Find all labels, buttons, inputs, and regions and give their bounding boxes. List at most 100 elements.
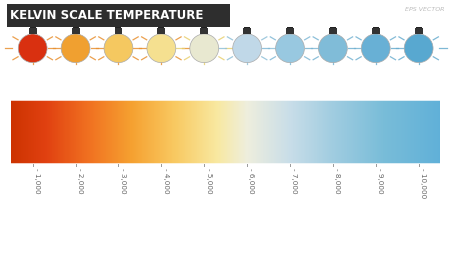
- Bar: [437, 99, 438, 164]
- Bar: [125, 99, 126, 164]
- Bar: [167, 99, 168, 164]
- Bar: [372, 99, 373, 164]
- Bar: [313, 99, 314, 164]
- Bar: [194, 99, 195, 164]
- Bar: [361, 99, 362, 164]
- Bar: [366, 99, 367, 164]
- Bar: [47, 99, 48, 164]
- Bar: [295, 99, 296, 164]
- Bar: [103, 99, 104, 164]
- Bar: [184, 99, 185, 164]
- Bar: [200, 99, 201, 164]
- Bar: [416, 27, 422, 28]
- Bar: [73, 99, 74, 164]
- Bar: [272, 99, 273, 164]
- Bar: [131, 99, 132, 164]
- Bar: [151, 99, 152, 164]
- Bar: [25, 99, 26, 164]
- Ellipse shape: [319, 34, 347, 63]
- Bar: [116, 27, 122, 28]
- Ellipse shape: [233, 34, 261, 63]
- Bar: [110, 99, 111, 164]
- Bar: [414, 99, 415, 164]
- Bar: [113, 99, 114, 164]
- Bar: [324, 99, 325, 164]
- Bar: [84, 99, 85, 164]
- Bar: [13, 99, 14, 164]
- Bar: [39, 99, 40, 164]
- Bar: [288, 99, 289, 164]
- Bar: [266, 99, 267, 164]
- Bar: [146, 99, 147, 164]
- Bar: [312, 99, 313, 164]
- Bar: [327, 99, 328, 164]
- Bar: [339, 99, 340, 164]
- Bar: [58, 99, 59, 164]
- Bar: [19, 99, 20, 164]
- Text: - 9,000: - 9,000: [377, 168, 383, 194]
- Bar: [123, 99, 124, 164]
- Bar: [390, 99, 391, 164]
- Bar: [205, 99, 206, 164]
- Bar: [428, 99, 429, 164]
- Bar: [96, 99, 97, 164]
- Ellipse shape: [361, 34, 390, 63]
- Bar: [115, 99, 116, 164]
- Bar: [343, 99, 344, 164]
- Bar: [257, 99, 258, 164]
- Bar: [230, 99, 231, 164]
- Bar: [395, 99, 396, 164]
- Bar: [260, 99, 261, 164]
- Bar: [379, 99, 380, 164]
- Bar: [201, 27, 207, 28]
- Bar: [310, 99, 311, 164]
- Bar: [364, 99, 365, 164]
- Bar: [12, 99, 13, 164]
- Bar: [114, 99, 115, 164]
- Bar: [286, 28, 294, 34]
- Bar: [162, 99, 163, 164]
- Bar: [320, 99, 321, 164]
- Bar: [137, 99, 138, 164]
- Bar: [363, 99, 364, 164]
- Bar: [160, 99, 161, 164]
- Bar: [42, 99, 43, 164]
- Bar: [335, 99, 336, 164]
- Bar: [124, 99, 125, 164]
- Bar: [371, 99, 372, 164]
- Bar: [429, 99, 430, 164]
- Bar: [159, 99, 160, 164]
- Bar: [233, 99, 234, 164]
- Text: EPS VECTOR: EPS VECTOR: [405, 7, 445, 11]
- Bar: [388, 99, 389, 164]
- Bar: [24, 99, 25, 164]
- Bar: [27, 99, 28, 164]
- Bar: [211, 99, 212, 164]
- Bar: [237, 99, 238, 164]
- Bar: [407, 99, 408, 164]
- Bar: [297, 99, 298, 164]
- Bar: [105, 99, 106, 164]
- Bar: [367, 99, 368, 164]
- Bar: [134, 99, 135, 164]
- Bar: [197, 99, 198, 164]
- Bar: [298, 99, 299, 164]
- Bar: [198, 99, 199, 164]
- Ellipse shape: [275, 34, 304, 63]
- Bar: [235, 99, 236, 164]
- Bar: [23, 99, 24, 164]
- Bar: [245, 99, 246, 164]
- Bar: [350, 99, 351, 164]
- Bar: [265, 99, 266, 164]
- Bar: [427, 99, 428, 164]
- Bar: [254, 99, 255, 164]
- Bar: [189, 99, 190, 164]
- Bar: [16, 99, 17, 164]
- Bar: [163, 99, 164, 164]
- Bar: [351, 99, 352, 164]
- Bar: [262, 99, 263, 164]
- Bar: [347, 99, 348, 164]
- Bar: [267, 99, 268, 164]
- Bar: [308, 99, 309, 164]
- Bar: [276, 99, 277, 164]
